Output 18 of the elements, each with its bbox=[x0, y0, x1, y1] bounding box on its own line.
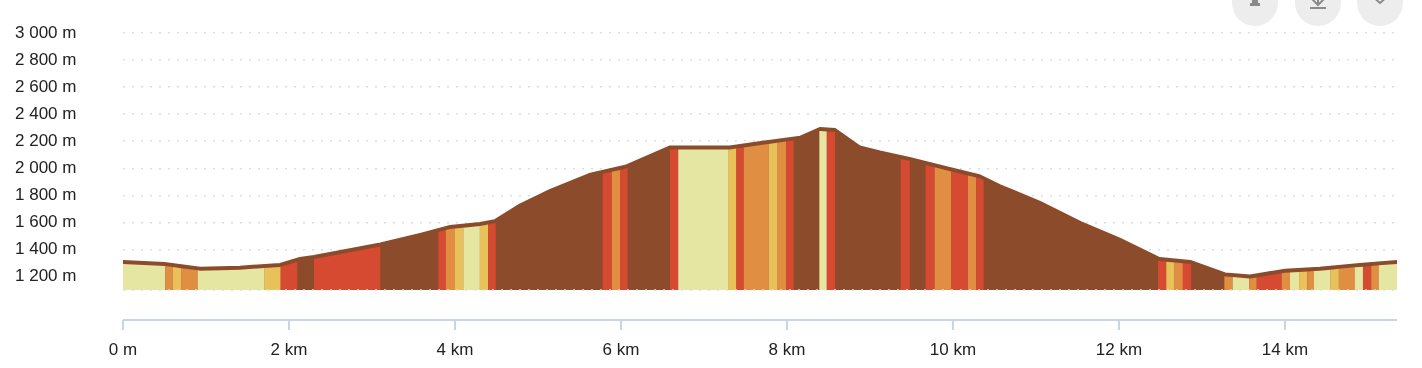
y-tick-label: 1 400 m bbox=[15, 239, 77, 259]
x-tick-label: 6 km bbox=[602, 339, 640, 359]
y-tick-label: 2 800 m bbox=[15, 49, 77, 69]
y-tick-label: 2 400 m bbox=[15, 103, 77, 123]
x-tick-label: 0 m bbox=[108, 339, 138, 359]
x-tick-label: 10 km bbox=[929, 339, 977, 359]
x-tick-label: 4 km bbox=[436, 339, 474, 359]
x-tick-label: 12 km bbox=[1095, 339, 1143, 359]
x-tick-label: 8 km bbox=[768, 339, 806, 359]
y-tick-label: 1 800 m bbox=[15, 185, 77, 204]
y-tick-label: 1 600 m bbox=[15, 212, 77, 232]
y-tick-label: 2 200 m bbox=[15, 130, 77, 150]
x-tick-label: 2 km bbox=[270, 339, 308, 359]
x-tick-label: 14 km bbox=[1261, 339, 1309, 359]
y-tick-label: 1 200 m bbox=[15, 266, 77, 286]
y-tick-label: 2 600 m bbox=[15, 76, 77, 96]
y-tick-label: 3 000 m bbox=[15, 22, 77, 42]
y-tick-label: 2 000 m bbox=[15, 157, 77, 177]
